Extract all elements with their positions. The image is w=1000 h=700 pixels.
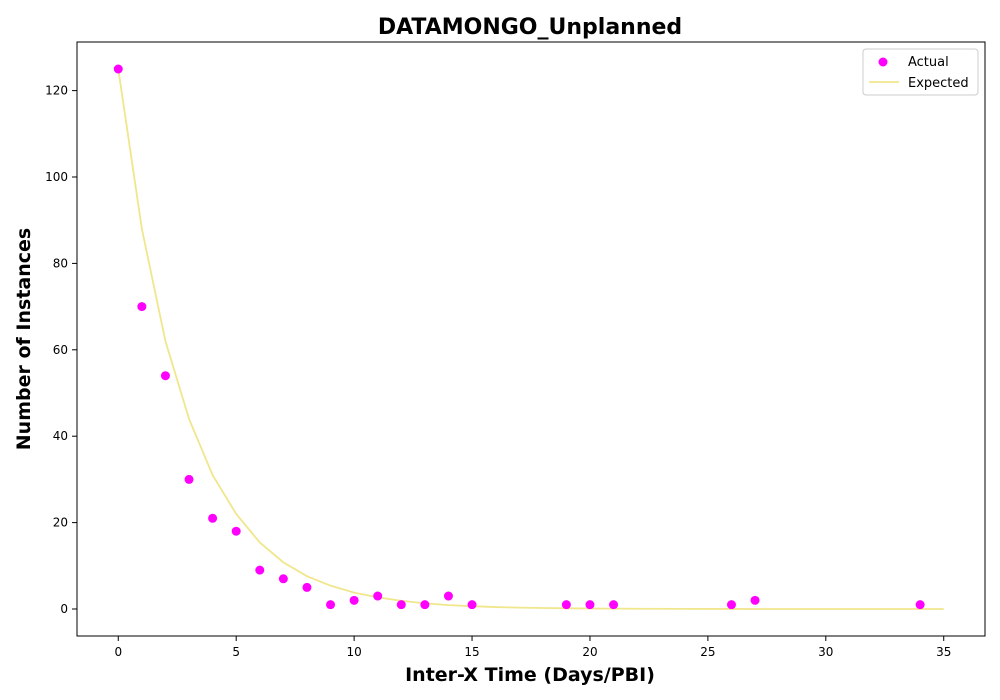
actual-point	[302, 582, 312, 592]
actual-point	[915, 600, 925, 610]
legend: Actual Expected	[862, 48, 979, 96]
x-axis-label: Inter-X Time (Days/PBI)	[405, 664, 655, 686]
y-tick-label: 120	[45, 84, 68, 98]
actual-point	[208, 513, 218, 523]
y-tick-label: 100	[45, 170, 68, 184]
actual-point	[609, 600, 619, 610]
actual-point	[420, 600, 430, 610]
actual-point	[467, 600, 477, 610]
expected-line	[117, 68, 944, 610]
expected-series-layer	[117, 68, 944, 610]
actual-point	[113, 64, 123, 74]
actual-point	[726, 600, 736, 610]
actual-series-layer	[113, 64, 925, 610]
actual-point	[373, 591, 383, 601]
plot-frame	[76, 41, 986, 637]
y-tick-label: 60	[53, 343, 68, 357]
x-tick-label: 5	[232, 645, 240, 659]
actual-point	[443, 591, 453, 601]
actual-point	[349, 595, 359, 605]
actual-point	[278, 574, 288, 584]
actual-point	[255, 565, 265, 575]
x-tick-label: 10	[346, 645, 361, 659]
y-axis-ticks: 0 20 40 60 80 100 120	[45, 84, 77, 616]
x-tick-label: 15	[464, 645, 479, 659]
y-tick-label: 0	[60, 602, 68, 616]
actual-point	[231, 526, 241, 536]
chart-title: DATAMONGO_Unplanned	[378, 15, 682, 40]
actual-point	[585, 600, 595, 610]
legend-box	[862, 48, 979, 96]
actual-point	[160, 371, 170, 381]
x-tick-label: 25	[700, 645, 715, 659]
actual-point	[137, 302, 147, 312]
y-tick-label: 20	[53, 516, 68, 530]
legend-expected-label: Expected	[908, 76, 969, 91]
y-tick-label: 40	[53, 429, 68, 443]
x-axis-ticks: 0 5 10 15 20 25 30 35	[114, 636, 951, 659]
legend-actual-marker	[878, 57, 888, 67]
x-tick-label: 35	[936, 645, 951, 659]
x-tick-label: 30	[818, 645, 833, 659]
legend-actual-label: Actual	[908, 55, 949, 70]
actual-point	[326, 600, 336, 610]
x-tick-label: 0	[114, 645, 122, 659]
actual-point	[750, 595, 760, 605]
actual-point	[561, 600, 571, 610]
plot-area	[113, 64, 944, 610]
x-tick-label: 20	[582, 645, 597, 659]
actual-point	[396, 600, 406, 610]
actual-point	[184, 474, 194, 484]
y-tick-label: 80	[53, 256, 68, 270]
y-axis-label: Number of Instances	[13, 228, 35, 450]
